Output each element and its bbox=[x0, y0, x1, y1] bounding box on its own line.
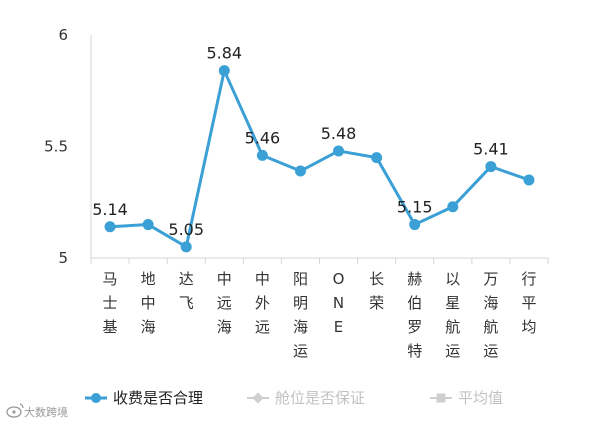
x-tick-label: 达飞 bbox=[179, 270, 194, 312]
y-tick-label: 5 bbox=[58, 249, 68, 267]
x-tick-label: 行平均 bbox=[521, 270, 536, 336]
x-axis: 马士基 地中海 达飞 中远海 中外远 阳明海运 O N E 长荣 赫伯罗特 以星航运 万海航运 行平均 bbox=[90, 257, 549, 360]
x-tick-label: 赫伯罗特 bbox=[407, 270, 422, 360]
legend-marker-diamond bbox=[252, 392, 264, 404]
watermark-text: 大数跨境 bbox=[24, 405, 68, 419]
data-label: 5.84 bbox=[206, 44, 242, 63]
data-point bbox=[409, 219, 421, 231]
legend-marker-circle bbox=[91, 393, 101, 403]
data-labels: 5.14 5.05 5.84 5.46 5.48 5.15 5.41 bbox=[92, 44, 508, 239]
data-point bbox=[142, 219, 154, 231]
x-tick-label: 中外远 bbox=[255, 270, 270, 336]
data-point bbox=[294, 165, 306, 177]
y-tick-label: 6 bbox=[58, 26, 68, 44]
data-point bbox=[256, 149, 268, 161]
legend[interactable]: 收费是否合理 舱位是否保证 平均值 bbox=[85, 389, 503, 407]
x-tick-label: 马士基 bbox=[103, 270, 118, 336]
legend-item[interactable]: 收费是否合理 bbox=[85, 389, 203, 407]
data-point bbox=[447, 201, 459, 213]
data-label: 5.14 bbox=[92, 200, 128, 219]
x-tick-label: 阳明海运 bbox=[293, 270, 308, 360]
legend-label: 舱位是否保证 bbox=[275, 389, 365, 407]
y-axis: 65.55 bbox=[44, 26, 92, 267]
x-tick-label: 以星航运 bbox=[445, 270, 460, 360]
y-tick-label: 5.5 bbox=[44, 138, 68, 156]
data-point bbox=[104, 221, 116, 233]
legend-label: 收费是否合理 bbox=[113, 389, 203, 407]
data-point bbox=[333, 145, 345, 157]
watermark: 大数跨境 bbox=[6, 403, 68, 419]
x-tick-label: 长荣 bbox=[369, 270, 384, 312]
x-tick-label: 中远海 bbox=[217, 270, 232, 336]
data-label: 5.05 bbox=[168, 220, 204, 239]
series-polyline bbox=[109, 69, 530, 249]
data-point bbox=[180, 241, 192, 253]
data-label: 5.48 bbox=[321, 124, 357, 143]
legend-marker-square bbox=[436, 393, 446, 403]
legend-label: 平均值 bbox=[458, 389, 503, 407]
weibo-logo-icon bbox=[6, 403, 24, 418]
data-label: 5.41 bbox=[473, 140, 509, 159]
x-tick-label: 地中海 bbox=[141, 270, 156, 336]
series-line bbox=[104, 65, 535, 253]
data-label: 5.46 bbox=[245, 128, 281, 147]
data-point bbox=[218, 65, 230, 77]
x-tick-label: 万海航运 bbox=[483, 270, 498, 360]
legend-item[interactable]: 平均值 bbox=[430, 389, 503, 407]
legend-item[interactable]: 舱位是否保证 bbox=[247, 389, 365, 407]
data-point bbox=[371, 152, 383, 164]
data-point bbox=[485, 161, 497, 173]
data-label: 5.15 bbox=[397, 198, 433, 217]
data-point bbox=[523, 174, 535, 186]
